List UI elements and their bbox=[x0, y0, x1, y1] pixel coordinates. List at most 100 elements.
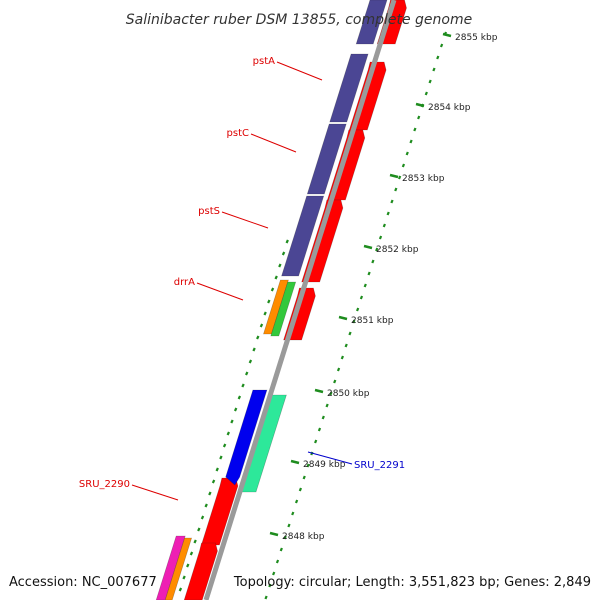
major-tick-mark bbox=[314, 388, 324, 394]
minor-tick-marks bbox=[178, 31, 448, 600]
pst-gene-block bbox=[355, 0, 388, 45]
tick-mark bbox=[344, 343, 348, 348]
drrA-gene-block bbox=[270, 281, 297, 337]
tick-mark bbox=[197, 527, 201, 532]
tick-mark bbox=[336, 367, 341, 372]
gene-label: pstA bbox=[253, 56, 275, 67]
gene-label: SRU_2291 bbox=[354, 460, 405, 471]
tick-mark bbox=[178, 587, 183, 592]
kbp-label: 2855 kbp bbox=[455, 33, 498, 43]
major-tick-mark bbox=[363, 244, 373, 250]
gene-label: SRU_2290 bbox=[79, 479, 130, 490]
tick-mark bbox=[272, 571, 276, 576]
tick-mark bbox=[302, 475, 306, 480]
tick-mark bbox=[256, 335, 260, 340]
major-tick-mark bbox=[269, 531, 279, 537]
tick-mark bbox=[204, 503, 208, 508]
tick-mark bbox=[278, 263, 282, 268]
leader-line bbox=[196, 282, 244, 301]
kbp-label: 2854 kbp bbox=[428, 103, 471, 113]
accession-text: Accession: NC_007677 bbox=[9, 575, 157, 590]
tick-mark bbox=[405, 151, 409, 156]
tick-mark bbox=[279, 547, 283, 552]
tick-mark bbox=[436, 55, 440, 60]
tick-mark bbox=[245, 371, 249, 376]
tick-mark bbox=[432, 67, 436, 72]
tick-mark bbox=[317, 427, 322, 432]
tick-mark bbox=[263, 311, 267, 316]
tick-mark bbox=[321, 415, 325, 420]
tick-mark bbox=[241, 383, 245, 388]
tick-mark bbox=[182, 575, 186, 580]
tick-mark bbox=[294, 499, 299, 504]
gene-label: drrA bbox=[174, 277, 195, 288]
pst-gene-block bbox=[306, 123, 347, 195]
kbp-label: 2852 kbp bbox=[376, 245, 419, 255]
kbp-ruler: 2855 kbp 2854 kbp 2853 kbp 2852 kbp 2851 kbp… bbox=[269, 32, 498, 542]
tick-mark bbox=[248, 359, 253, 364]
leader-line bbox=[307, 451, 353, 465]
tick-mark bbox=[424, 91, 428, 96]
major-tick-mark bbox=[415, 102, 425, 108]
pst-gene-block bbox=[329, 53, 369, 123]
tick-mark bbox=[287, 523, 291, 528]
tick-mark bbox=[409, 139, 413, 144]
major-tick-mark bbox=[389, 173, 399, 179]
tick-mark bbox=[378, 235, 383, 240]
blue-gene-block bbox=[225, 389, 268, 486]
tick-mark bbox=[363, 283, 367, 288]
tick-mark bbox=[189, 551, 194, 556]
gene-features bbox=[155, 0, 407, 600]
label-leader-lines: pstA pstC pstS drrA SRU_2290 SRU_2291 bbox=[79, 56, 405, 501]
tick-mark bbox=[306, 463, 310, 468]
kbp-label: 2850 kbp bbox=[327, 389, 370, 399]
tick-mark bbox=[386, 211, 390, 216]
tick-mark bbox=[390, 199, 394, 204]
kbp-label: 2851 kbp bbox=[351, 316, 394, 326]
tick-mark bbox=[333, 379, 337, 384]
tick-mark bbox=[291, 511, 295, 516]
tick-mark bbox=[237, 395, 242, 400]
tick-mark bbox=[275, 559, 280, 564]
gene-block-magenta bbox=[155, 535, 186, 600]
tick-mark bbox=[314, 439, 318, 444]
tick-mark bbox=[186, 563, 190, 568]
tick-mark bbox=[413, 127, 417, 132]
tick-mark bbox=[230, 419, 234, 424]
tick-mark bbox=[233, 407, 238, 412]
pst-gene-block bbox=[281, 195, 325, 277]
gene-arrow bbox=[183, 542, 218, 600]
tick-mark bbox=[264, 595, 268, 600]
tick-mark bbox=[325, 403, 329, 408]
gene-block-orange bbox=[164, 537, 193, 600]
tick-mark bbox=[359, 295, 364, 300]
tick-mark bbox=[270, 287, 275, 292]
tick-mark bbox=[215, 467, 219, 472]
tick-mark bbox=[219, 455, 223, 460]
tick-mark bbox=[428, 79, 432, 84]
major-tick-mark bbox=[442, 32, 452, 38]
tick-mark bbox=[274, 275, 278, 280]
gene-label: pstC bbox=[227, 128, 249, 139]
tick-mark bbox=[281, 251, 286, 256]
gene-label: pstS bbox=[198, 206, 220, 217]
tick-mark bbox=[298, 487, 303, 492]
major-tick-mark bbox=[338, 315, 348, 321]
tick-mark bbox=[397, 175, 402, 180]
leader-line bbox=[221, 211, 269, 229]
tick-mark bbox=[394, 187, 398, 192]
tick-mark bbox=[268, 583, 272, 588]
tick-mark bbox=[417, 115, 421, 120]
tick-mark bbox=[211, 479, 216, 484]
tick-mark bbox=[375, 247, 379, 252]
tick-mark bbox=[352, 319, 356, 324]
kbp-label: 2853 kbp bbox=[402, 174, 445, 184]
tick-mark bbox=[226, 431, 230, 436]
tick-mark bbox=[329, 391, 333, 396]
tick-mark bbox=[340, 355, 344, 360]
tick-mark bbox=[208, 491, 212, 496]
tick-mark bbox=[259, 323, 264, 328]
tick-mark bbox=[283, 535, 287, 540]
leader-line bbox=[250, 133, 297, 153]
